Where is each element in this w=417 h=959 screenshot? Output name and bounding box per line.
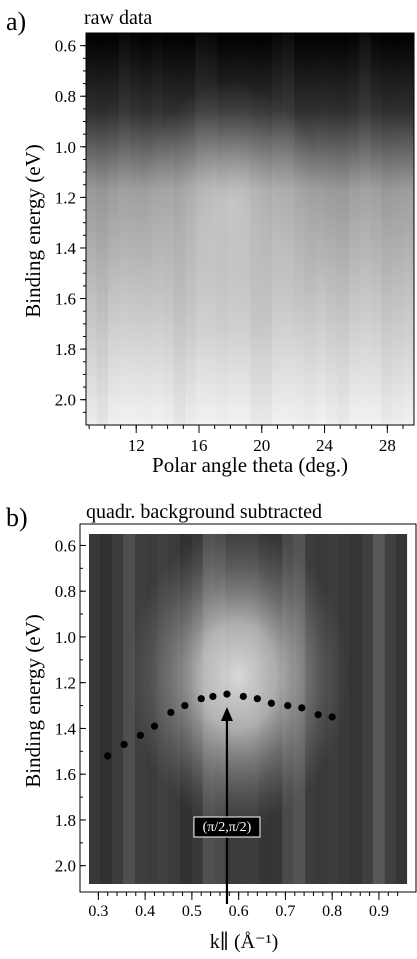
panel-a-y-axis: 0.6 0.8 1.0 1.2 1.4 1.6 1.8 2.0 <box>55 37 86 413</box>
x-tick-label: 0.9 <box>369 903 389 920</box>
heatmap-column <box>130 33 141 425</box>
panel-a-intensity-peak <box>140 80 324 330</box>
heatmap-column <box>372 534 385 884</box>
heatmap-column <box>362 534 374 884</box>
panel-b-xlabel: k∥ (Å⁻¹) <box>210 931 279 953</box>
heatmap-column <box>370 33 381 425</box>
x-tick-label: 0.4 <box>135 903 155 920</box>
panel-a-label: a) <box>6 7 26 36</box>
data-point <box>314 711 322 719</box>
data-point <box>284 701 292 710</box>
data-point <box>223 690 231 698</box>
x-tick-label: 0.8 <box>322 903 342 920</box>
y-tick-label: 1.0 <box>55 138 76 157</box>
panel-b-label: b) <box>6 503 28 532</box>
y-tick-label: 1.4 <box>55 239 77 258</box>
heatmap-column <box>327 33 338 425</box>
heatmap-column <box>392 33 403 425</box>
panel-b-x-axis: 0.3 0.4 0.5 0.6 0.7 0.8 0.9 <box>88 892 399 920</box>
x-tick-label: 28 <box>379 436 396 455</box>
x-tick-label: 0.6 <box>229 903 249 920</box>
annotation-label: (π/2,π/2) <box>203 820 252 835</box>
data-point <box>197 695 205 703</box>
data-point <box>267 699 275 707</box>
data-point <box>239 692 247 701</box>
data-point <box>167 708 175 717</box>
heatmap-column <box>403 33 414 425</box>
data-point <box>181 701 189 710</box>
data-point <box>209 692 217 701</box>
heatmap-column <box>381 33 392 425</box>
panel-a-title: raw data <box>84 7 152 29</box>
x-tick-label: 12 <box>128 436 145 455</box>
x-tick-label: 0.5 <box>182 903 202 920</box>
panel-a: a) raw data 0.60.81.01.21.41.61.82.0 12 1… <box>6 7 415 477</box>
y-tick-label: 1.6 <box>55 290 76 309</box>
y-tick-label: 2.0 <box>55 391 76 410</box>
panel-a-ylabel: Binding energy (eV) <box>21 144 45 317</box>
heatmap-column <box>384 534 396 884</box>
x-tick-label: 0.3 <box>88 903 108 920</box>
heatmap-column <box>395 534 408 884</box>
heatmap-column <box>119 33 130 425</box>
heatmap-column <box>100 534 113 884</box>
x-tick-label: 20 <box>253 436 270 455</box>
heatmap-column <box>96 33 109 425</box>
heatmap-column <box>337 33 348 425</box>
panel-b-intensity-peak <box>128 526 348 826</box>
heatmap-column <box>123 534 135 884</box>
annotation-box <box>193 816 261 838</box>
panel-b-annotation: (π/2,π/2) <box>193 706 261 904</box>
panel-b-y-axis: 0.6 0.8 1.0 1.2 1.4 1.6 1.8 2.0 <box>55 536 86 876</box>
heatmap-column <box>348 33 359 425</box>
data-point <box>328 713 336 721</box>
y-tick-label: 2.0 <box>55 857 76 876</box>
data-point <box>136 731 145 739</box>
y-tick-label: 1.4 <box>55 719 77 738</box>
annotation-arrowhead <box>220 706 233 721</box>
x-tick-label: 24 <box>316 436 334 455</box>
heatmap-column <box>89 534 101 884</box>
y-tick-label: 1.2 <box>55 674 76 693</box>
panel-b-title: quadr. background subtracted <box>86 501 322 523</box>
y-tick-label: 1.8 <box>55 811 76 830</box>
data-point <box>120 740 128 749</box>
panel-a-heatmap <box>86 33 414 425</box>
data-point <box>150 722 159 730</box>
panel-b: b) quadr. background subtracted 0.6 0.8 1.… <box>6 501 417 953</box>
y-tick-label: 1.8 <box>55 340 76 359</box>
x-tick-label: 16 <box>190 436 207 455</box>
data-point <box>298 704 306 712</box>
y-tick-label: 0.8 <box>55 87 76 106</box>
panel-b-dispersion-series <box>104 690 336 760</box>
x-tick-label: 0.7 <box>275 903 295 920</box>
y-tick-label: 1.2 <box>55 188 76 207</box>
data-point <box>104 752 112 760</box>
heatmap-column <box>111 534 124 884</box>
y-tick-label: 0.6 <box>55 37 76 56</box>
panel-a-x-axis: 12 16 20 24 28 <box>88 425 404 455</box>
heatmap-column <box>359 33 371 425</box>
panel-a-frame <box>85 32 415 426</box>
heatmap-column <box>108 33 119 425</box>
heatmap-column <box>350 534 363 884</box>
y-tick-label: 0.8 <box>55 582 76 601</box>
y-tick-label: 1.6 <box>55 765 76 784</box>
panel-b-ylabel: Binding energy (eV) <box>21 614 45 787</box>
panel-a-xlabel: Polar angle theta (deg.) <box>152 453 348 477</box>
y-tick-label: 1.0 <box>55 628 76 647</box>
data-point <box>253 695 261 703</box>
y-tick-label: 0.6 <box>55 536 76 555</box>
heatmap-column <box>86 33 97 425</box>
